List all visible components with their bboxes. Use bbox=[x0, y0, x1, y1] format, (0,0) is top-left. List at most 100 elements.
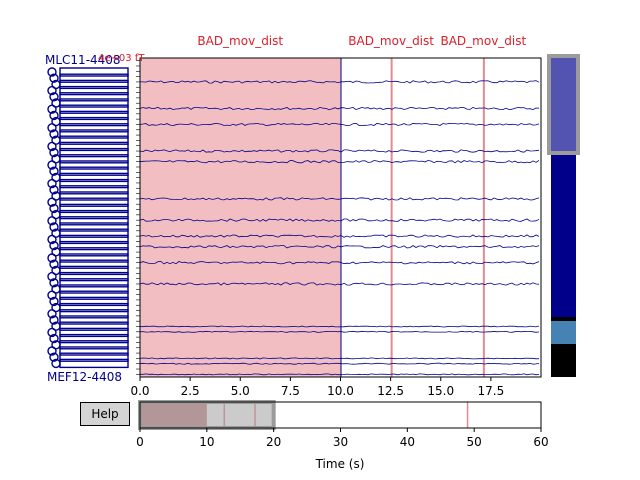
channel-label[interactable] bbox=[51, 358, 129, 369]
channel-trace bbox=[139, 357, 540, 360]
channel-label[interactable] bbox=[49, 315, 129, 325]
channel-label-glyph bbox=[47, 309, 57, 319]
channel-label[interactable] bbox=[47, 216, 129, 226]
channel-label[interactable] bbox=[49, 73, 129, 83]
bottom-channel-label[interactable]: MEF12-4408 bbox=[47, 370, 122, 384]
channel-label[interactable] bbox=[49, 110, 129, 121]
channel-label-glyph bbox=[59, 259, 129, 269]
channel-label-glyph bbox=[59, 321, 129, 331]
channel-label-glyph bbox=[47, 123, 57, 133]
channel-label-glyph bbox=[59, 265, 129, 276]
channel-label[interactable] bbox=[47, 197, 129, 207]
channel-label[interactable] bbox=[49, 278, 129, 288]
channel-label-glyph bbox=[59, 135, 129, 145]
scrollbar-stim-section bbox=[551, 344, 576, 377]
channel-label-glyph bbox=[59, 327, 129, 338]
x-tick-label-4: 10.0 bbox=[327, 384, 354, 398]
channel-label-glyph bbox=[49, 259, 59, 269]
scrollbar-thumb[interactable] bbox=[547, 54, 580, 155]
channel-label[interactable] bbox=[47, 104, 129, 114]
channel-label[interactable] bbox=[47, 234, 129, 245]
overview-bad-span-3 bbox=[466, 402, 469, 428]
x-tick-label-5: 12.5 bbox=[377, 384, 404, 398]
channel-label-column[interactable] bbox=[47, 60, 140, 375]
channel-label-glyph bbox=[49, 222, 59, 232]
channel-label[interactable] bbox=[47, 85, 129, 96]
channel-label[interactable] bbox=[49, 203, 129, 214]
channel-label[interactable] bbox=[47, 253, 129, 263]
x-tick-label-2: 5.0 bbox=[231, 384, 250, 398]
channel-label-glyph bbox=[47, 253, 57, 263]
help-button[interactable]: Help bbox=[80, 402, 130, 426]
channel-label-glyph bbox=[59, 203, 129, 214]
channel-label[interactable] bbox=[49, 333, 129, 344]
channel-label-glyph bbox=[49, 315, 59, 325]
overview-xlabel: Time (s) bbox=[315, 457, 365, 471]
channel-label[interactable] bbox=[47, 67, 129, 77]
channel-label[interactable] bbox=[49, 147, 129, 158]
channel-label-glyph bbox=[49, 110, 59, 121]
channel-trace bbox=[139, 197, 540, 201]
channel-trace bbox=[139, 122, 540, 127]
channel-label-glyph bbox=[59, 141, 129, 152]
overview-tick-label-3: 30 bbox=[333, 435, 348, 449]
scrollbar-eeg-section bbox=[551, 321, 576, 344]
channel-label[interactable] bbox=[49, 185, 129, 195]
channel-label-glyph bbox=[59, 79, 129, 90]
channel-label-glyph bbox=[59, 160, 129, 170]
channel-label-glyph bbox=[49, 129, 59, 139]
channel-trace bbox=[139, 330, 540, 333]
bad-span-0[interactable] bbox=[140, 58, 341, 377]
channel-trace bbox=[139, 245, 540, 249]
channel-label[interactable] bbox=[49, 240, 129, 251]
channel-label-glyph bbox=[59, 228, 129, 238]
channel-label-glyph bbox=[59, 340, 129, 350]
channel-label-glyph bbox=[49, 73, 59, 83]
channel-trace bbox=[139, 261, 540, 265]
main-data-plot[interactable]: BAD_mov_dist BAD_mov_dist BAD_mov_dist 0.0… bbox=[130, 34, 542, 398]
channel-trace bbox=[139, 160, 540, 164]
channel-label[interactable] bbox=[49, 222, 129, 232]
channel-label-glyph bbox=[47, 67, 57, 77]
bad-span-1[interactable] bbox=[390, 58, 393, 377]
channel-label-glyph bbox=[59, 129, 129, 139]
channel-label[interactable] bbox=[47, 271, 129, 282]
channel-label-glyph bbox=[47, 197, 57, 207]
channel-label[interactable] bbox=[47, 346, 129, 356]
channel-label-glyph bbox=[59, 234, 129, 245]
channel-label[interactable] bbox=[49, 296, 129, 307]
channel-label[interactable] bbox=[47, 309, 129, 319]
channel-label[interactable] bbox=[49, 92, 129, 102]
channel-label[interactable] bbox=[47, 141, 129, 152]
channel-label[interactable] bbox=[47, 290, 129, 300]
channel-label-glyph bbox=[59, 309, 129, 319]
channel-label[interactable] bbox=[47, 327, 129, 338]
annotation-label-2: BAD_mov_dist bbox=[440, 34, 526, 48]
channel-trace bbox=[140, 80, 540, 84]
channel-label[interactable] bbox=[49, 166, 129, 176]
channel-label-glyph bbox=[59, 216, 129, 226]
channel-label[interactable] bbox=[49, 259, 129, 269]
overview-tick-label-5: 50 bbox=[467, 435, 482, 449]
channel-label[interactable] bbox=[47, 160, 129, 170]
channel-label[interactable] bbox=[47, 123, 129, 133]
channel-label-glyph bbox=[59, 302, 129, 313]
channel-label-glyph bbox=[59, 296, 129, 307]
x-tick-label-7: 17.5 bbox=[478, 384, 505, 398]
top-channel-label[interactable]: MLC11-4408 bbox=[45, 53, 121, 67]
overview-tick-label-4: 40 bbox=[400, 435, 415, 449]
channel-label-glyph bbox=[59, 67, 129, 77]
overview-tick-label-1: 10 bbox=[199, 435, 214, 449]
channel-label-glyph bbox=[47, 234, 57, 245]
bad-span-2[interactable] bbox=[482, 58, 485, 377]
channel-label[interactable] bbox=[49, 352, 129, 362]
overview-x-ticks: 0 10 20 30 40 50 60 bbox=[136, 428, 549, 449]
overview-view-window[interactable] bbox=[138, 400, 276, 430]
channel-label-glyph bbox=[47, 141, 57, 152]
vertical-channel-scrollbar[interactable] bbox=[547, 54, 580, 377]
channel-label[interactable] bbox=[47, 178, 129, 189]
channel-label-glyph bbox=[47, 160, 57, 170]
channel-label[interactable] bbox=[49, 129, 129, 139]
time-overview-bar[interactable]: 0 10 20 30 40 50 60 Time (s) bbox=[136, 400, 549, 471]
